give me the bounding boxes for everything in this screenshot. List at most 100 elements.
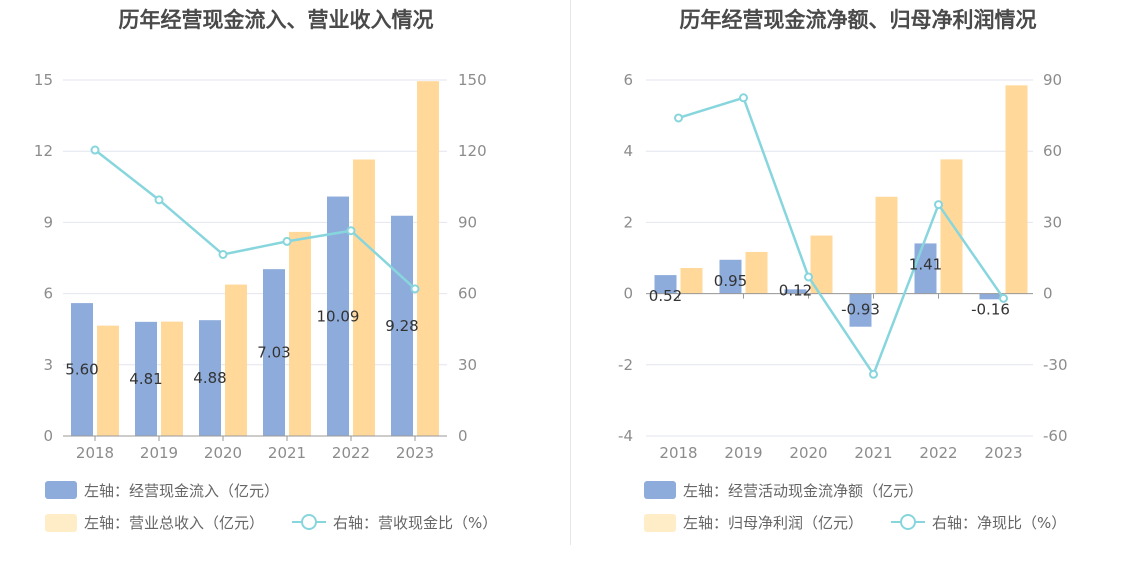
line-point: [410, 284, 420, 294]
line-point: [804, 272, 813, 282]
data-label: 9.28: [385, 317, 418, 335]
data-label: 1.41: [909, 255, 942, 273]
y-right-tick-label: 150: [458, 71, 487, 89]
bar: [225, 284, 247, 436]
y-right-tick-label: 0: [1043, 285, 1053, 303]
data-label: 0.52: [649, 287, 682, 305]
x-tick-label: 2020: [789, 444, 827, 462]
x-tick-label: 2020: [204, 444, 242, 462]
data-label: 0.12: [779, 282, 812, 300]
x-tick-label: 2021: [854, 444, 892, 462]
y-right-tick-label: -30: [1043, 356, 1068, 374]
gridlines-left: [63, 79, 447, 437]
legend-swatch-net-cash-ratio[interactable]: [891, 514, 925, 530]
x-tick-label: 2019: [140, 444, 178, 462]
y-right-tick-label: 60: [458, 285, 477, 303]
bar: [353, 159, 375, 437]
data-label: -0.16: [971, 301, 1010, 319]
data-label: 5.60: [65, 361, 98, 379]
bar: [849, 293, 872, 327]
data-label: 10.09: [317, 307, 360, 325]
line-point: [674, 113, 683, 123]
chart-panel-right: 历年经营现金流净额、归母净利润情况 -4 -60 -2 -30 0 0 2 30 4 60 6 90 2…: [618, 8, 1068, 532]
y-left-tick-label: 0: [43, 427, 53, 445]
data-label: 7.03: [257, 344, 290, 362]
bar: [979, 293, 1002, 300]
y-left-tick-label: 3: [43, 356, 53, 374]
line-left: [90, 145, 420, 294]
data-label: 4.88: [193, 369, 226, 387]
bar: [71, 303, 93, 436]
bar: [417, 81, 439, 436]
bar: [654, 275, 677, 294]
line-point: [869, 369, 878, 379]
bar: [784, 289, 807, 294]
line-point: [218, 249, 228, 259]
x-tick-label: 2019: [724, 444, 762, 462]
bar: [327, 196, 349, 436]
legend-swatch-net-cash-flow[interactable]: [644, 481, 676, 499]
line-point: [346, 226, 356, 236]
axes-left: 0 0 3 30 6 60 9 90 12 120 15 150 2018 2019 2020 2021 202…: [34, 71, 487, 462]
y-left-tick-label: 6: [43, 285, 53, 303]
y-right-tick-label: 30: [1043, 213, 1062, 231]
y-right-tick-label: 90: [1043, 71, 1062, 89]
bar: [263, 269, 285, 436]
x-tick-label: 2023: [396, 444, 434, 462]
bar: [1005, 85, 1028, 294]
bar: [810, 235, 833, 294]
bars-right: [654, 85, 1028, 327]
y-left-tick-label: -2: [618, 356, 633, 374]
data-labels-right: 0.52 0.95 0.12 -0.93 1.41 -0.16: [649, 255, 1010, 318]
x-tick-label: 2023: [984, 444, 1022, 462]
y-right-tick-label: 0: [458, 427, 468, 445]
x-tick-label: 2022: [332, 444, 370, 462]
chart-title-left: 历年经营现金流入、营业收入情况: [119, 8, 434, 32]
y-left-tick-label: 2: [623, 213, 633, 231]
bars-left: [71, 81, 439, 437]
bar: [135, 321, 157, 436]
x-tick-label: 2022: [919, 444, 957, 462]
legend-label-revenue[interactable]: 左轴：营业总收入（亿元）: [84, 514, 264, 532]
bar: [161, 321, 183, 436]
legend-label-net-profit[interactable]: 左轴：归母净利润（亿元）: [683, 514, 863, 532]
line-point: [739, 93, 748, 103]
bar: [680, 267, 703, 294]
legend-label-cash-revenue-ratio[interactable]: 右轴：营收现金比（%）: [333, 514, 497, 532]
y-left-tick-label: 9: [43, 213, 53, 231]
y-right-tick-label: -60: [1043, 427, 1068, 445]
line-series: [678, 96, 1005, 377]
bar: [875, 196, 898, 294]
bar: [940, 159, 963, 294]
y-left-tick-label: 12: [34, 142, 53, 160]
y-left-tick-label: 6: [623, 71, 633, 89]
legend-swatch-cash-revenue-ratio[interactable]: [292, 514, 326, 530]
data-label: 4.81: [129, 370, 162, 388]
line-series: [94, 149, 416, 290]
x-tick-label: 2021: [268, 444, 306, 462]
y-right-tick-label: 30: [458, 356, 477, 374]
line-point: [999, 293, 1008, 303]
bar: [719, 259, 742, 294]
y-left-tick-label: -4: [618, 427, 633, 445]
legend-swatch-cash-inflow[interactable]: [45, 481, 77, 499]
panel-divider: [570, 0, 571, 545]
legend-swatch-net-profit[interactable]: [644, 514, 676, 532]
bar: [199, 320, 221, 436]
legend-swatch-revenue[interactable]: [45, 514, 77, 532]
bar: [289, 231, 311, 436]
data-label: 0.95: [714, 272, 747, 290]
x-tick-label: 2018: [659, 444, 697, 462]
legend-label-net-cash-flow[interactable]: 左轴：经营活动现金流净额（亿元）: [683, 482, 923, 500]
y-right-tick-label: 60: [1043, 142, 1062, 160]
y-right-tick-label: 90: [458, 213, 477, 231]
axes-right: -4 -60 -2 -30 0 0 2 30 4 60 6 90 2018 2019 2020 2021 202…: [618, 71, 1067, 462]
line-point: [154, 195, 164, 205]
line-right: [674, 93, 1008, 379]
y-left-tick-label: 0: [623, 285, 633, 303]
data-label: -0.93: [841, 301, 880, 319]
legend-label-cash-inflow[interactable]: 左轴：经营现金流入（亿元）: [84, 482, 279, 500]
line-point: [282, 236, 292, 246]
y-right-tick-label: 120: [458, 142, 487, 160]
legend-label-net-cash-ratio[interactable]: 右轴：净现比（%）: [932, 514, 1066, 532]
